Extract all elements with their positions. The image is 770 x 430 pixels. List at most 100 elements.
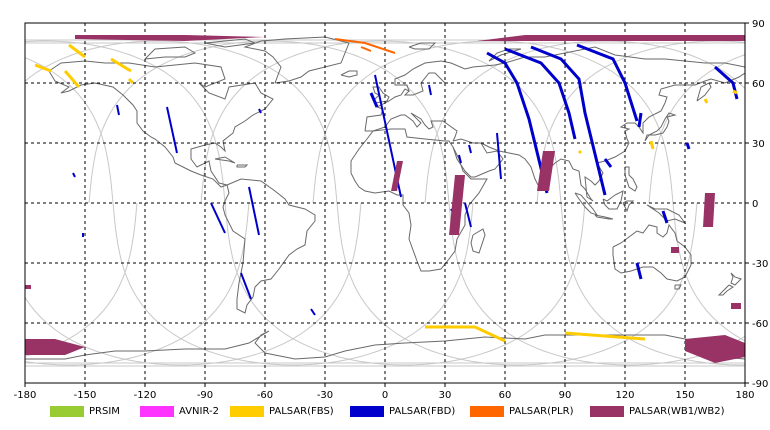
legend-item: PALSAR(FBS) — [230, 404, 334, 418]
coastline — [408, 42, 437, 50]
coastline — [144, 46, 197, 60]
legend-item: PALSAR(PLR) — [470, 404, 573, 418]
coastline — [624, 166, 638, 192]
fbd-swath — [530, 45, 607, 196]
x-tick-label: 30 — [439, 390, 452, 400]
fbd-swath — [603, 158, 613, 168]
coastlines — [25, 36, 745, 360]
world-map: -180 -150 -120 -90 -60 -30 0 30 60 90 120 150 180 90… — [14, 19, 769, 400]
wb-swath — [731, 303, 741, 309]
x-tick-label: -120 — [134, 390, 157, 400]
coastline — [594, 214, 614, 220]
fbs-swath — [703, 98, 709, 104]
coastline — [236, 164, 249, 168]
x-tick-label: -60 — [257, 390, 273, 400]
legend-item: AVNIR-2 — [140, 404, 219, 418]
y-tick-label: -60 — [752, 319, 768, 330]
y-tick-label: 0 — [752, 199, 758, 210]
coastline — [470, 228, 486, 254]
fbs-swath — [110, 57, 132, 73]
fbd-swath — [496, 132, 502, 180]
y-tick-label: 60 — [752, 79, 765, 90]
y-tick-label: 90 — [752, 19, 765, 30]
wb-swath — [477, 35, 745, 41]
coastline — [204, 38, 257, 48]
fbd-swath — [258, 108, 262, 114]
x-tick-label: 90 — [559, 390, 572, 400]
y-tick-label: -90 — [752, 379, 768, 390]
x-tick-label: 120 — [615, 390, 634, 400]
wb-swath — [671, 247, 679, 253]
fbd-swath — [504, 47, 577, 140]
coastline — [574, 192, 599, 216]
x-tick-label: 150 — [675, 390, 694, 400]
coastline — [365, 112, 458, 142]
coastline — [622, 200, 635, 213]
coastline — [222, 178, 316, 314]
coastline — [350, 128, 488, 272]
wb-swath — [703, 193, 715, 227]
coastline — [48, 60, 274, 188]
legend-swatch — [470, 405, 504, 417]
coastline — [730, 272, 742, 286]
fbd-swath — [576, 43, 639, 122]
wb-swath — [25, 285, 31, 289]
x-tick-label: -150 — [74, 390, 97, 400]
legend-label: PALSAR(WB1/WB2) — [629, 405, 725, 417]
fbd-swath — [369, 92, 379, 108]
y-tick-label: -30 — [752, 259, 768, 270]
fbd-swath — [468, 144, 472, 154]
coastline — [364, 46, 745, 132]
x-tick-label: 0 — [382, 390, 388, 400]
wb-swath — [537, 151, 555, 191]
legend-swatch — [140, 405, 174, 417]
legend-swatch — [590, 405, 624, 417]
legend-swatch — [230, 405, 264, 417]
coastline — [602, 190, 624, 210]
legend-label: PRSIM — [89, 405, 120, 417]
fbs-swath — [34, 63, 52, 73]
coastline — [696, 82, 712, 102]
fbs-swath — [68, 43, 86, 59]
fbd-swath — [428, 84, 432, 96]
coastline — [214, 156, 236, 164]
wb-swath — [391, 161, 403, 191]
fbs-swath — [577, 149, 583, 155]
coastline — [372, 86, 390, 104]
fbd-swath — [248, 186, 260, 236]
legend-item: PALSAR(WB1/WB2) — [590, 404, 725, 418]
coastline — [340, 70, 358, 78]
coastline — [717, 284, 734, 296]
legend-label: AVNIR-2 — [179, 405, 219, 417]
observation-swaths — [25, 35, 745, 363]
fbd-swath — [240, 272, 252, 300]
fbd-swath — [661, 210, 669, 224]
x-tick-label: 180 — [735, 390, 754, 400]
legend-label: PALSAR(PLR) — [509, 405, 574, 417]
plr-swath — [334, 38, 396, 54]
longitude-ticks: -180 -150 -120 -90 -60 -30 0 30 60 90 120 150 180 — [14, 383, 755, 400]
coastline — [403, 72, 446, 96]
legend-swatch — [350, 405, 384, 417]
orbit-track — [25, 202, 362, 366]
fbd-swath — [486, 51, 549, 194]
coastline — [488, 48, 522, 62]
fbd-swath — [116, 104, 120, 116]
fbd-swath — [310, 308, 316, 316]
legend-label: PALSAR(FBS) — [269, 405, 334, 417]
fbs-swath — [732, 89, 738, 95]
legend: PRSIM AVNIR-2 PALSAR(FBS) PALSAR(FBD) PALSAR… — [0, 401, 770, 421]
latitude-ticks: 90 60 30 0 -30 -60 -90 — [745, 19, 768, 390]
x-tick-label: -30 — [317, 390, 333, 400]
legend-label: PALSAR(FBD) — [389, 405, 456, 417]
wb-swath — [685, 335, 745, 363]
fbd-swath — [72, 172, 76, 178]
fbs-swath — [564, 331, 646, 341]
fbd-swath — [464, 202, 472, 228]
coastline — [674, 284, 682, 290]
y-tick-label: 30 — [752, 139, 765, 150]
x-tick-label: -180 — [14, 390, 37, 400]
legend-item: PALSAR(FBD) — [350, 404, 455, 418]
fbs-swath — [425, 325, 506, 343]
fbd-swath — [637, 112, 643, 128]
